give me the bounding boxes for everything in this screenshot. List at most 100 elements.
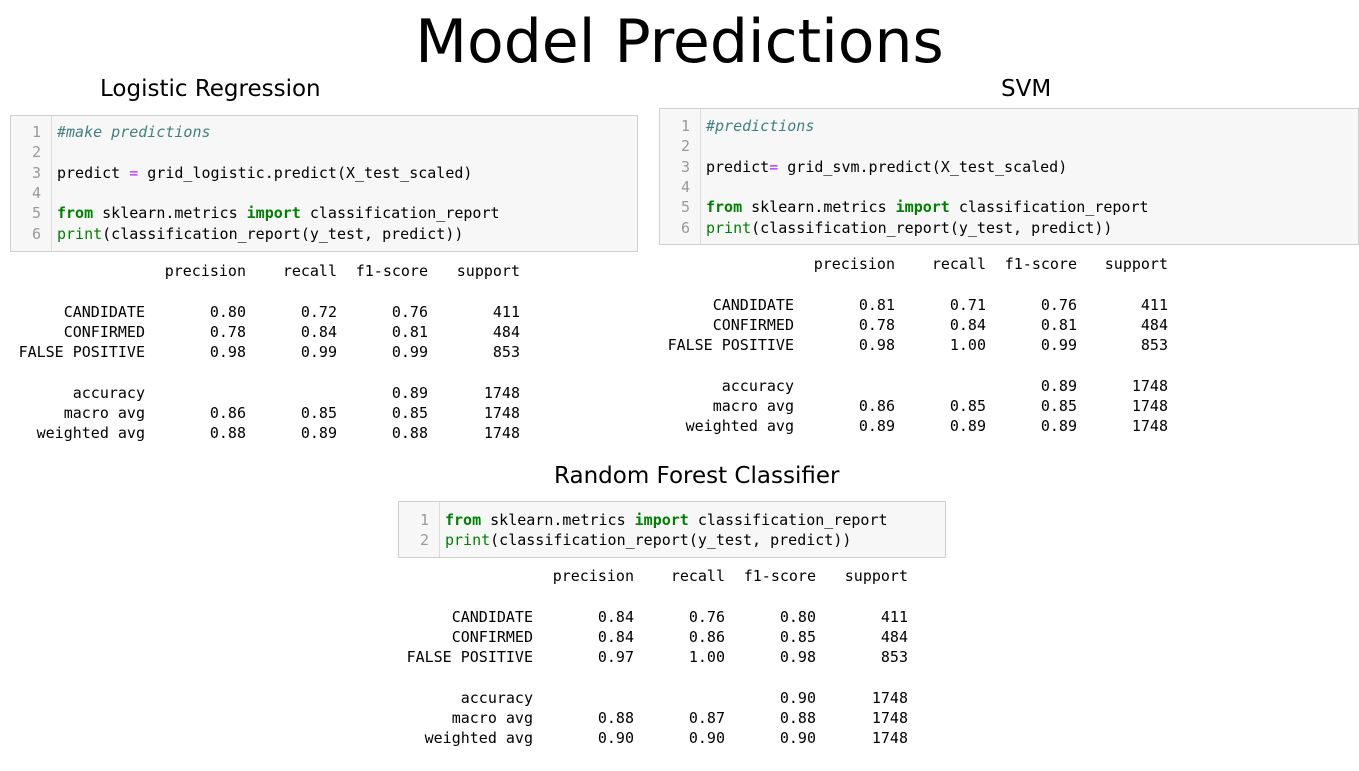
report-value: 1748 — [871, 688, 908, 707]
report-value: 0.84 — [949, 315, 986, 334]
code-token: print — [445, 531, 491, 550]
report-value: 0.81 — [858, 295, 895, 314]
code-cell[interactable]: 1 #make predictions 2 3 predict = grid_logis… — [10, 115, 638, 252]
report-summary-label: accuracy — [721, 376, 794, 395]
code-token: grid_svm.predict(X_test_scaled) — [778, 157, 1068, 176]
report-value: 0.84 — [597, 607, 634, 626]
code-token: = — [769, 157, 779, 176]
code-token: classification_report — [688, 511, 888, 529]
code-token: sklearn.metrics — [93, 204, 247, 223]
code-text: print(classification_report(y_test, pred… — [57, 224, 463, 244]
report-row-label: CONFIRMED — [451, 627, 533, 646]
report-value: 484 — [1140, 315, 1168, 334]
report-header-cell: precision — [164, 262, 246, 280]
report-value: 0.88 — [391, 424, 428, 443]
report-row-label: FALSE POSITIVE — [667, 336, 794, 355]
code-token: classification_report — [300, 204, 500, 223]
code-token: import — [634, 511, 689, 529]
line-number: 1 — [419, 511, 429, 529]
report-value: 0.97 — [597, 648, 634, 667]
report-value: 484 — [492, 322, 520, 341]
report-summary-label: accuracy — [460, 688, 533, 707]
line-number: 6 — [680, 218, 690, 237]
report-value: 0.89 — [300, 424, 337, 443]
report-header-cell: recall — [931, 255, 986, 273]
report-row-label: CANDIDATE — [63, 302, 145, 321]
code-token: sklearn.metrics — [742, 198, 896, 217]
report-value: 0.89 — [949, 417, 986, 436]
report-value: 0.80 — [779, 607, 816, 626]
report-value: 853 — [880, 648, 908, 667]
page-title: Model Predictions — [415, 7, 944, 77]
code-text: #predictions — [706, 116, 814, 136]
code-token: from — [445, 511, 482, 529]
report-value: 853 — [1140, 336, 1168, 355]
code-token: from — [706, 198, 743, 217]
code-cell[interactable]: 1 from sklearn.metrics import classificat… — [398, 501, 946, 558]
report-value: 1748 — [483, 383, 520, 402]
line-number: 4 — [680, 177, 690, 196]
code-token: print — [57, 224, 103, 243]
code-text: predict = grid_logistic.predict(X_test_s… — [57, 163, 472, 183]
report-value: 0.84 — [300, 322, 337, 341]
report-value: 0.78 — [209, 322, 246, 341]
panel-title: Logistic Regression — [100, 76, 321, 102]
report-header-cell: precision — [552, 567, 634, 585]
line-number: 6 — [31, 224, 41, 243]
report-value: 0.71 — [949, 295, 986, 314]
report-value: 0.99 — [391, 343, 428, 362]
report-value: 0.89 — [1040, 376, 1077, 395]
code-token: import — [895, 198, 950, 217]
report-value: 0.98 — [779, 648, 816, 667]
report-value: 1748 — [1131, 397, 1168, 416]
report-row-label: CONFIRMED — [712, 315, 794, 334]
report-summary-label: weighted avg — [36, 424, 145, 443]
report-value: 0.85 — [779, 627, 816, 646]
report-value: 0.86 — [858, 397, 895, 416]
code-token: (classification_report(y_test, predict)) — [751, 218, 1113, 237]
report-value: 1748 — [871, 729, 908, 748]
report-header-cell: recall — [282, 262, 337, 280]
report-value: 1748 — [871, 709, 908, 728]
report-header-cell: f1-score — [1004, 255, 1077, 273]
panel-title: Random Forest Classifier — [554, 463, 840, 489]
report-header-cell: support — [844, 567, 908, 585]
line-gutter — [399, 502, 440, 557]
report-value: 411 — [492, 302, 520, 321]
line-number: 4 — [31, 183, 41, 202]
code-text: predict= grid_svm.predict(X_test_scaled) — [706, 157, 1067, 177]
report-header-cell: recall — [670, 567, 725, 585]
report-value: 0.89 — [1040, 417, 1077, 436]
report-value: 1.00 — [949, 336, 986, 355]
report-value: 0.81 — [1040, 315, 1077, 334]
code-token: (classification_report(y_test, predict)) — [102, 224, 464, 243]
report-summary-label: macro avg — [63, 404, 145, 423]
report-value: 0.99 — [300, 343, 337, 362]
report-value: 411 — [1140, 295, 1168, 314]
report-value: 0.88 — [209, 424, 246, 443]
report-value: 0.76 — [391, 302, 428, 321]
report-value: 1748 — [1131, 376, 1168, 395]
report-value: 0.81 — [391, 322, 428, 341]
report-value: 1.00 — [688, 648, 725, 667]
code-token: sklearn.metrics — [481, 511, 635, 529]
code-cell[interactable]: 1 #predictions 2 3 predict= grid_svm.predict… — [659, 108, 1359, 245]
report-value: 1748 — [483, 424, 520, 443]
report-row-label: CANDIDATE — [451, 607, 533, 626]
report-value: 0.84 — [597, 627, 634, 646]
code-text: print(classification_report(y_test, pred… — [445, 530, 851, 550]
code-token: (classification_report(y_test, predict)) — [490, 531, 852, 550]
line-gutter — [11, 116, 52, 251]
report-value: 0.87 — [688, 709, 725, 728]
line-number: 1 — [680, 117, 690, 135]
code-token: #make predictions — [57, 123, 211, 141]
report-value: 0.85 — [949, 397, 986, 416]
report-summary-label: accuracy — [72, 383, 145, 402]
code-token: #predictions — [706, 117, 815, 135]
code-token: = — [129, 163, 139, 182]
report-value: 0.90 — [688, 729, 725, 748]
report-row-label: CANDIDATE — [712, 295, 794, 314]
report-value: 0.99 — [1040, 336, 1077, 355]
report-value: 0.90 — [779, 688, 816, 707]
report-value: 0.86 — [688, 627, 725, 646]
